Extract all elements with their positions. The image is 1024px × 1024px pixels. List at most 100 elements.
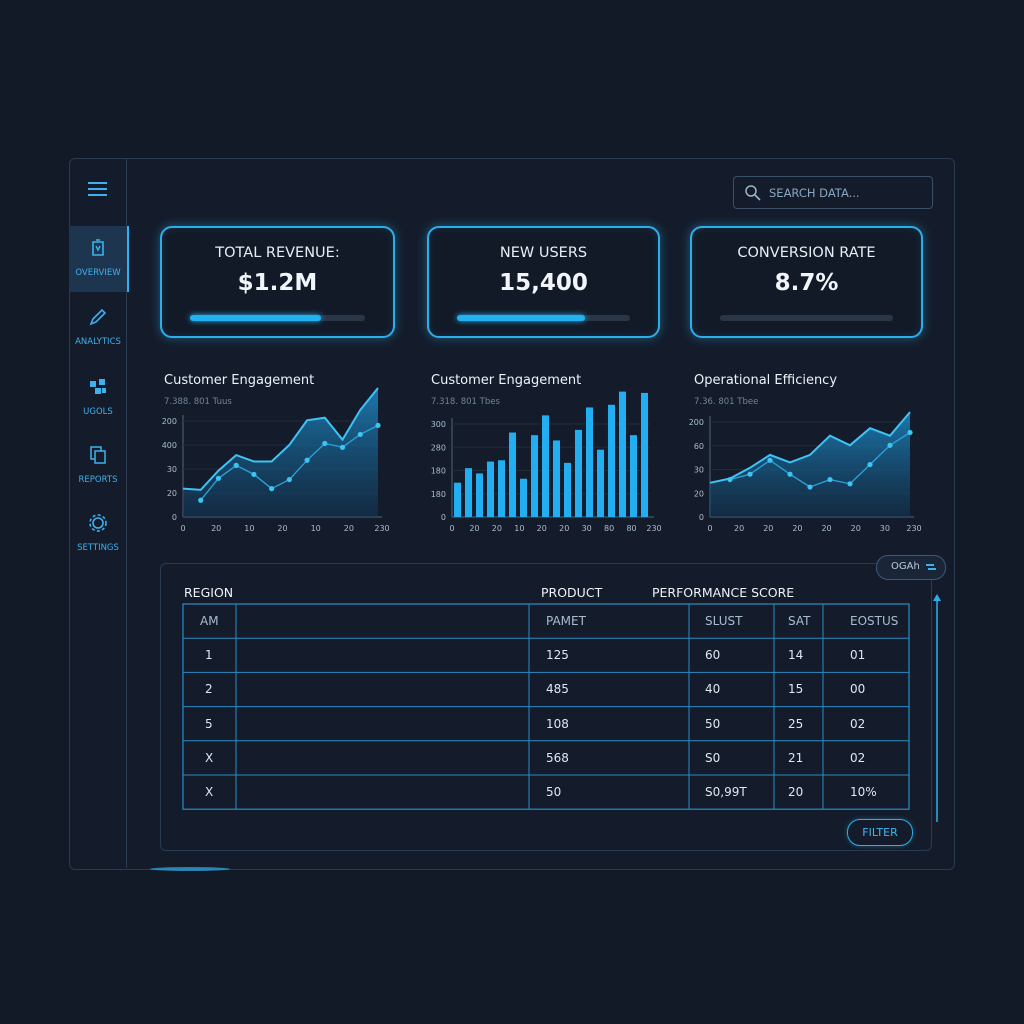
kpi-value: 8.7% bbox=[774, 270, 839, 296]
progress-fill bbox=[457, 315, 586, 321]
x-tick-label: 80 bbox=[604, 524, 614, 533]
table-cell: 21 bbox=[788, 750, 804, 765]
x-tick-label: 20 bbox=[763, 524, 773, 533]
icon bbox=[89, 308, 107, 326]
nav-label: OVERVIEW bbox=[75, 268, 121, 278]
table-cell: X bbox=[205, 785, 214, 799]
nav-item[interactable]: ANALYTICS bbox=[69, 295, 127, 361]
x-tick-label: 30 bbox=[582, 524, 592, 533]
header-cell: EOSTUS bbox=[850, 614, 899, 628]
badge[interactable]: OGAh bbox=[876, 555, 946, 580]
table-cell: 02 bbox=[850, 716, 866, 731]
kpi-value: $1.2M bbox=[237, 270, 318, 296]
y-tick-label: 30 bbox=[694, 466, 704, 475]
progress-fill bbox=[190, 315, 322, 321]
bar bbox=[508, 432, 517, 517]
bar bbox=[629, 435, 638, 517]
bar bbox=[640, 392, 649, 517]
y-tick-label: 300 bbox=[431, 420, 446, 429]
x-tick-label: 20 bbox=[559, 524, 569, 533]
bar bbox=[453, 482, 462, 517]
point bbox=[887, 442, 893, 448]
y-tick-label: 0 bbox=[441, 513, 446, 522]
x-tick-label: 10 bbox=[244, 524, 254, 533]
nav-item[interactable]: REPORTS bbox=[69, 433, 127, 499]
point bbox=[867, 461, 873, 468]
bar bbox=[574, 429, 583, 517]
table-cell: 5 bbox=[205, 716, 213, 731]
nav-item[interactable]: OVERVIEW bbox=[69, 226, 129, 292]
x-tick-label: 20 bbox=[277, 524, 287, 533]
kpi-title: TOTAL REVENUE: bbox=[215, 245, 340, 261]
kpi-card: NEW USERS 15,400 bbox=[427, 226, 660, 338]
point bbox=[807, 484, 813, 490]
bar bbox=[607, 404, 616, 517]
bar bbox=[475, 473, 484, 517]
search-box[interactable]: SEARCH DATA... bbox=[733, 176, 933, 209]
table-cell: 10% bbox=[850, 785, 877, 799]
filter-button[interactable]: FILTER bbox=[847, 819, 913, 846]
nav-item[interactable]: SETTINGS bbox=[69, 501, 127, 567]
x-tick-label: 20 bbox=[851, 524, 861, 533]
table-cell: 00 bbox=[850, 682, 866, 697]
table-cell: 14 bbox=[788, 648, 804, 663]
area bbox=[710, 412, 910, 517]
table-label: PRODUCT bbox=[541, 585, 603, 600]
table-cell: 02 bbox=[850, 750, 866, 765]
table-cell: 20 bbox=[788, 785, 804, 799]
area-line bbox=[182, 387, 379, 491]
nav-label: UGOLS bbox=[83, 407, 113, 417]
chart-title: Operational Efficiency bbox=[694, 373, 837, 388]
icon bbox=[92, 239, 104, 256]
bar bbox=[585, 407, 594, 517]
progress-track bbox=[190, 315, 365, 321]
x-tick-label: 20 bbox=[492, 524, 502, 533]
table-cell: 25 bbox=[788, 716, 804, 731]
bar bbox=[519, 478, 528, 517]
x-tick-label: 0 bbox=[707, 524, 712, 533]
y-tick-label: 20 bbox=[167, 489, 177, 498]
table-cell: 108 bbox=[546, 716, 569, 731]
point bbox=[251, 471, 257, 478]
x-tick-label: 20 bbox=[344, 524, 354, 533]
point bbox=[286, 476, 292, 483]
nav-label: ANALYTICS bbox=[75, 337, 121, 347]
kpi-card: CONVERSION RATE 8.7% bbox=[690, 226, 923, 338]
header-cell: SAT bbox=[788, 614, 811, 628]
bar bbox=[541, 415, 550, 517]
nav-label: REPORTS bbox=[78, 475, 118, 485]
area-line bbox=[709, 411, 911, 484]
nav-item[interactable]: UGOLS bbox=[69, 365, 127, 431]
point bbox=[304, 457, 310, 463]
menu-icon[interactable] bbox=[87, 180, 109, 198]
point bbox=[375, 422, 381, 429]
y-tick-label: 180 bbox=[431, 490, 446, 499]
nav-label: SETTINGS bbox=[77, 543, 119, 553]
x-tick-label: 230 bbox=[374, 524, 389, 533]
table-cell: 125 bbox=[546, 648, 569, 663]
line bbox=[729, 431, 911, 488]
chart-subtitle: 7.388. 801 Tuus bbox=[164, 397, 232, 407]
point bbox=[198, 497, 204, 503]
sidebar bbox=[69, 158, 127, 868]
chart-title: Customer Engagement bbox=[431, 373, 581, 388]
table-cell: 2 bbox=[205, 682, 213, 697]
point bbox=[767, 457, 773, 463]
table-cell: S0,99T bbox=[705, 785, 747, 799]
x-tick-label: 10 bbox=[311, 524, 321, 533]
y-tick-label: 200 bbox=[689, 418, 704, 427]
bar bbox=[618, 391, 627, 517]
y-tick-label: 400 bbox=[162, 441, 177, 450]
x-tick-label: 10 bbox=[514, 524, 524, 533]
y-tick-label: 280 bbox=[431, 443, 446, 452]
table-panel bbox=[160, 563, 932, 851]
table-cell: 60 bbox=[705, 648, 721, 663]
chart-title: Customer Engagement bbox=[164, 373, 314, 388]
bar bbox=[530, 435, 539, 517]
y-tick-label: 60 bbox=[694, 442, 704, 451]
scroll-arrow[interactable] bbox=[933, 594, 941, 601]
kpi-value: 15,400 bbox=[499, 270, 588, 296]
point bbox=[907, 429, 913, 436]
chart-subtitle: 7.36. 801 Tbee bbox=[694, 397, 758, 407]
point bbox=[357, 431, 363, 438]
